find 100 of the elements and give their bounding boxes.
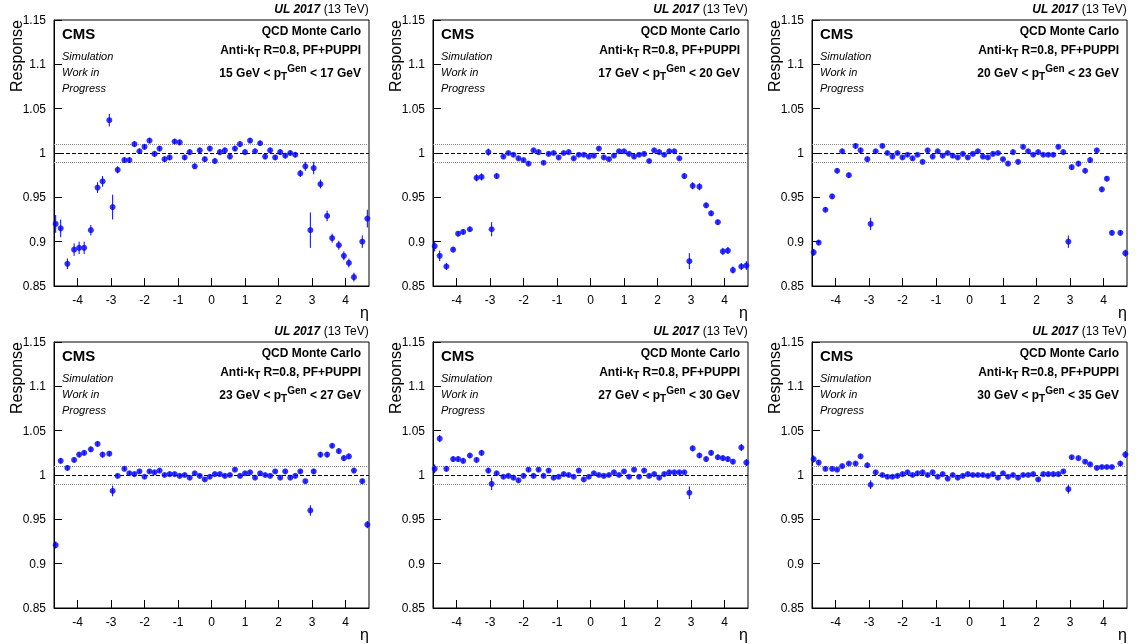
point xyxy=(71,246,78,253)
y-tick-label: 1 xyxy=(418,468,426,482)
x-tick-label: -4 xyxy=(830,293,842,307)
x-tick-label: 1 xyxy=(241,293,249,307)
x-tick-label: -4 xyxy=(830,615,842,629)
annotation: CMS xyxy=(820,25,854,42)
x-tick-label: -3 xyxy=(863,293,875,307)
x-tick-label: -2 xyxy=(518,615,530,629)
x-tick-label: -3 xyxy=(484,293,496,307)
annotation: Simulation Work in Progress xyxy=(820,372,872,416)
x-tick-label: -4 xyxy=(451,615,463,629)
point xyxy=(488,480,495,487)
point xyxy=(359,238,366,245)
y-tick-label: 1.1 xyxy=(787,57,805,72)
annotation: 23 GeV < p$_{T}$$^{Gen}$ < 27 GeV xyxy=(219,384,361,407)
y-axis-title: Response xyxy=(765,341,783,415)
y-axis-title: Response xyxy=(386,341,404,415)
y-tick-label: 0.9 xyxy=(787,234,805,249)
y-tick-label: 0.85 xyxy=(401,601,426,615)
x-tick-label: 2 xyxy=(275,615,283,629)
point xyxy=(867,220,874,227)
x-tick-label: 4 xyxy=(721,615,729,629)
y-tick-label: 1.15 xyxy=(401,335,426,349)
x-tick-label: 0 xyxy=(966,293,974,307)
x-tick-label: -1 xyxy=(551,615,563,629)
y-tick-label: 0.9 xyxy=(408,234,426,249)
y-tick-label: 1.1 xyxy=(408,379,426,394)
x-tick-label: -4 xyxy=(72,615,84,629)
x-tick-label: -1 xyxy=(551,293,563,307)
annotation: QCD Monte Carlo xyxy=(261,24,361,38)
y-tick-label: 1.05 xyxy=(401,423,426,438)
x-tick-label: 1 xyxy=(620,615,628,629)
annotation: CMS xyxy=(62,347,96,364)
annotation: CMS xyxy=(820,347,854,364)
x-tick-label: 4 xyxy=(1100,293,1108,307)
x-tick-label: -3 xyxy=(863,615,875,629)
annotation: 15 GeV < p$_{T}$$^{Gen}$ < 17 GeV xyxy=(219,62,361,85)
x-tick-label: -3 xyxy=(484,615,496,629)
x-tick-label: -2 xyxy=(139,293,151,307)
annotation: CMS xyxy=(441,25,475,42)
annotation: Simulation Work in Progress xyxy=(820,50,872,94)
x-tick-label: -4 xyxy=(451,293,463,307)
y-tick-label: 1.15 xyxy=(22,335,47,349)
annotation: Simulation Work in Progress xyxy=(441,50,493,94)
chart-title: UL 2017 xyxy=(1032,2,1080,16)
y-tick-label: 1.15 xyxy=(780,335,805,349)
x-tick-label: -3 xyxy=(105,293,117,307)
y-tick-label: 1 xyxy=(797,468,805,482)
point xyxy=(686,489,693,496)
x-tick-label: -2 xyxy=(897,615,909,629)
x-tick-label: -1 xyxy=(172,615,184,629)
y-tick-label: 1 xyxy=(797,146,805,160)
y-tick-label: 1 xyxy=(39,146,47,160)
annotation: QCD Monte Carlo xyxy=(640,24,740,38)
annotation: QCD Monte Carlo xyxy=(1019,346,1119,360)
y-tick-label: 1.15 xyxy=(401,13,426,27)
y-tick-label: 0.95 xyxy=(22,190,47,205)
chart-subtitle: (13 TeV) xyxy=(323,324,369,338)
y-axis-title: Response xyxy=(7,19,25,93)
x-tick-label: 2 xyxy=(275,293,283,307)
x-axis-title: η xyxy=(1118,625,1128,643)
annotation: QCD Monte Carlo xyxy=(640,346,740,360)
x-tick-label: 0 xyxy=(208,293,216,307)
x-tick-label: 0 xyxy=(966,615,974,629)
chart-subtitle: (13 TeV) xyxy=(1081,2,1127,16)
point xyxy=(52,220,59,227)
y-tick-label: 1.1 xyxy=(29,57,47,72)
annotation: 30 GeV < p$_{T}$$^{Gen}$ < 35 GeV xyxy=(977,384,1119,407)
x-tick-label: 3 xyxy=(687,293,695,307)
x-tick-label: 4 xyxy=(342,615,350,629)
y-tick-label: 0.9 xyxy=(787,556,805,571)
y-tick-label: 0.9 xyxy=(29,234,47,249)
x-tick-label: -4 xyxy=(72,293,84,307)
x-tick-label: 4 xyxy=(342,293,350,307)
y-tick-label: 1.05 xyxy=(401,101,426,116)
chart-title: UL 2017 xyxy=(274,2,322,16)
annotation: 17 GeV < p$_{T}$$^{Gen}$ < 20 GeV xyxy=(598,62,740,85)
annotation: 27 GeV < p$_{T}$$^{Gen}$ < 30 GeV xyxy=(598,384,740,407)
y-tick-label: 0.95 xyxy=(401,512,426,527)
y-tick-label: 1.1 xyxy=(29,379,47,394)
x-axis-title: η xyxy=(1118,303,1128,321)
y-tick-label: 0.95 xyxy=(780,190,805,205)
x-tick-label: 0 xyxy=(208,615,216,629)
point xyxy=(1065,238,1072,245)
x-tick-label: 2 xyxy=(1033,615,1041,629)
annotation: QCD Monte Carlo xyxy=(1019,24,1119,38)
point xyxy=(81,244,88,251)
x-tick-label: 4 xyxy=(1100,615,1108,629)
x-tick-label: 0 xyxy=(587,615,595,629)
y-axis-title: Response xyxy=(7,341,25,415)
x-tick-label: 2 xyxy=(654,615,662,629)
point xyxy=(106,117,113,124)
y-tick-label: 0.85 xyxy=(401,279,426,293)
y-tick-label: 0.85 xyxy=(780,601,805,615)
chart-title: UL 2017 xyxy=(1032,324,1080,338)
annotation: CMS xyxy=(62,25,96,42)
annotation: Simulation Work in Progress xyxy=(441,372,493,416)
chart-title: UL 2017 xyxy=(653,324,701,338)
point xyxy=(57,225,64,232)
point xyxy=(109,204,116,211)
